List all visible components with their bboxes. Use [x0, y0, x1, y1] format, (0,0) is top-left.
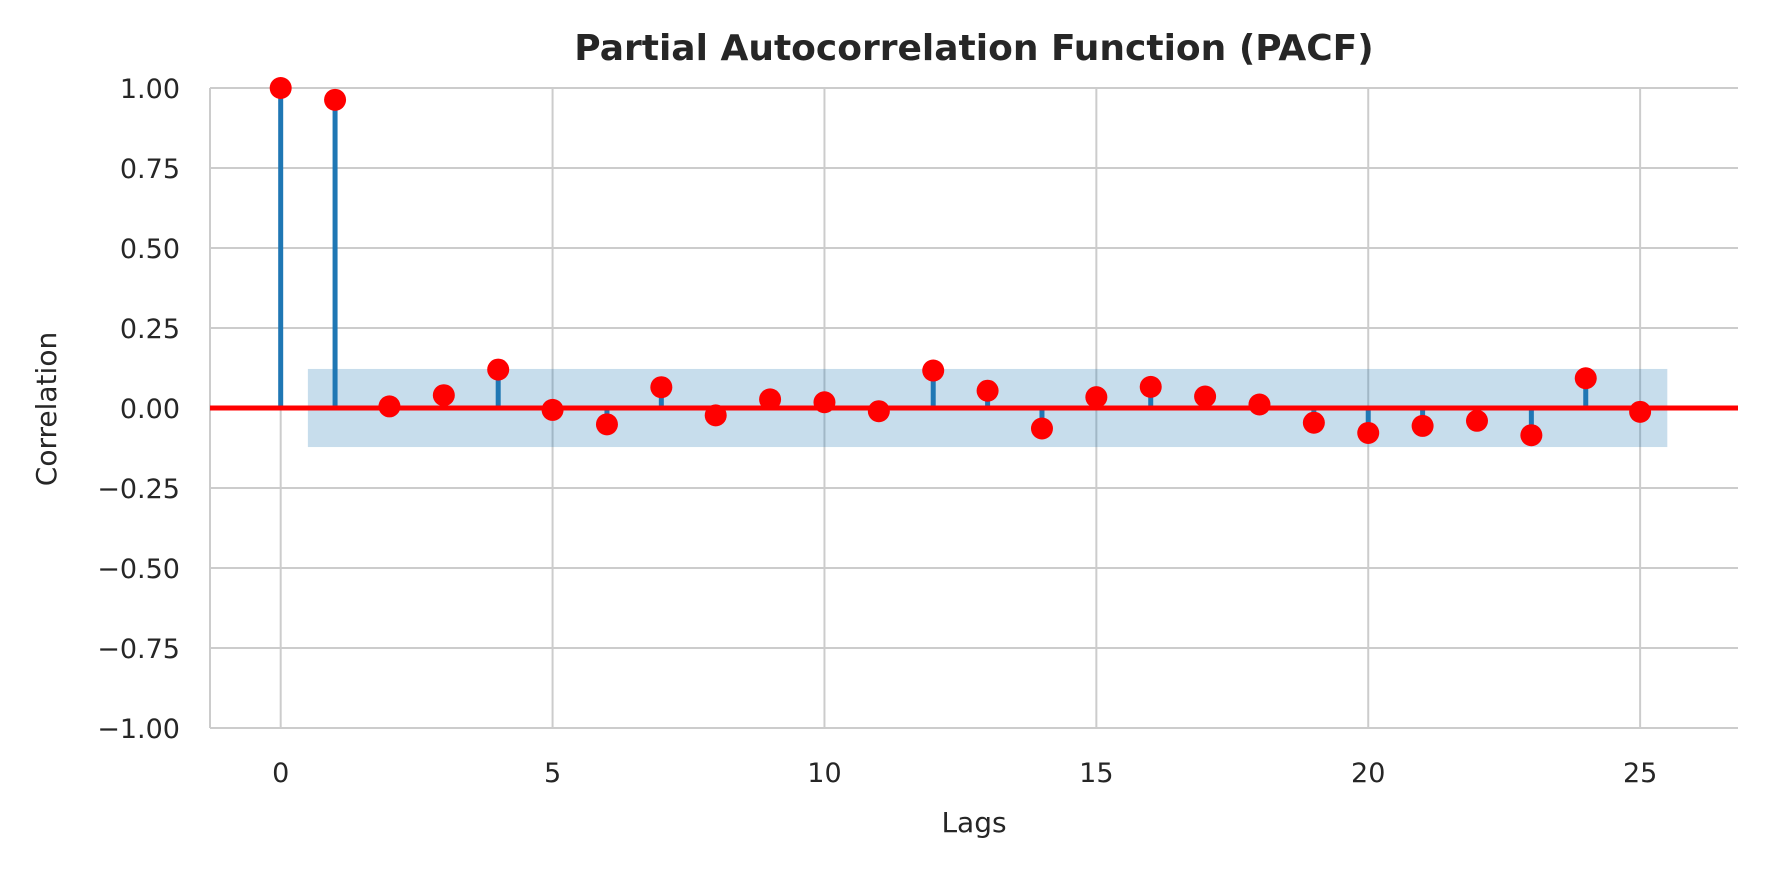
y-tick-label: −0.50 [97, 554, 180, 585]
marker-lag-16 [1139, 375, 1162, 398]
marker-lag-3 [432, 384, 455, 407]
marker-lag-22 [1465, 409, 1488, 432]
marker-lag-14 [1030, 417, 1053, 440]
marker-lag-18 [1248, 393, 1271, 416]
y-tick-label: 0.25 [120, 314, 180, 345]
marker-lag-10 [813, 391, 836, 414]
marker-lag-19 [1302, 411, 1325, 434]
x-tick-label: 0 [272, 758, 289, 789]
x-tick-label: 25 [1623, 758, 1657, 789]
marker-lag-15 [1085, 386, 1108, 409]
marker-lag-7 [650, 376, 673, 399]
marker-lag-6 [595, 413, 618, 436]
x-tick-label: 10 [807, 758, 841, 789]
marker-lag-5 [541, 398, 564, 421]
x-tick-labels: 0 5 10 15 20 25 [272, 758, 1657, 789]
marker-lag-4 [487, 358, 510, 381]
x-tick-label: 20 [1351, 758, 1385, 789]
marker-lag-13 [976, 379, 999, 402]
marker-lag-24 [1574, 367, 1597, 390]
x-tick-label: 15 [1079, 758, 1113, 789]
marker-lag-17 [1194, 385, 1217, 408]
marker-lag-23 [1520, 424, 1543, 447]
marker-lag-8 [704, 404, 727, 427]
y-tick-label: 0.75 [120, 154, 180, 185]
marker-lag-11 [867, 400, 890, 423]
marker-lag-0 [269, 77, 292, 99]
stem-markers [269, 77, 1652, 447]
y-tick-label: −1.00 [97, 714, 180, 745]
marker-lag-25 [1629, 400, 1652, 423]
y-tick-label: 1.00 [120, 74, 180, 105]
y-tick-label: 0.00 [120, 394, 180, 425]
y-tick-label: −0.25 [97, 474, 180, 505]
y-tick-label: 0.50 [120, 234, 180, 265]
marker-lag-1 [324, 88, 347, 111]
x-tick-label: 5 [544, 758, 561, 789]
chart-title: Partial Autocorrelation Function (PACF) [574, 28, 1373, 69]
x-axis-label: Lags [941, 806, 1006, 839]
y-tick-label: −0.75 [97, 634, 180, 665]
marker-lag-21 [1411, 414, 1434, 437]
y-axis-label: Correlation [30, 332, 63, 486]
marker-lag-20 [1357, 421, 1380, 444]
marker-lag-9 [759, 388, 782, 411]
marker-lag-2 [378, 395, 401, 418]
y-tick-labels: −1.00 −0.75 −0.50 −0.25 0.00 0.25 0.50 0.75 1.00 [97, 74, 180, 745]
marker-lag-12 [922, 359, 945, 382]
